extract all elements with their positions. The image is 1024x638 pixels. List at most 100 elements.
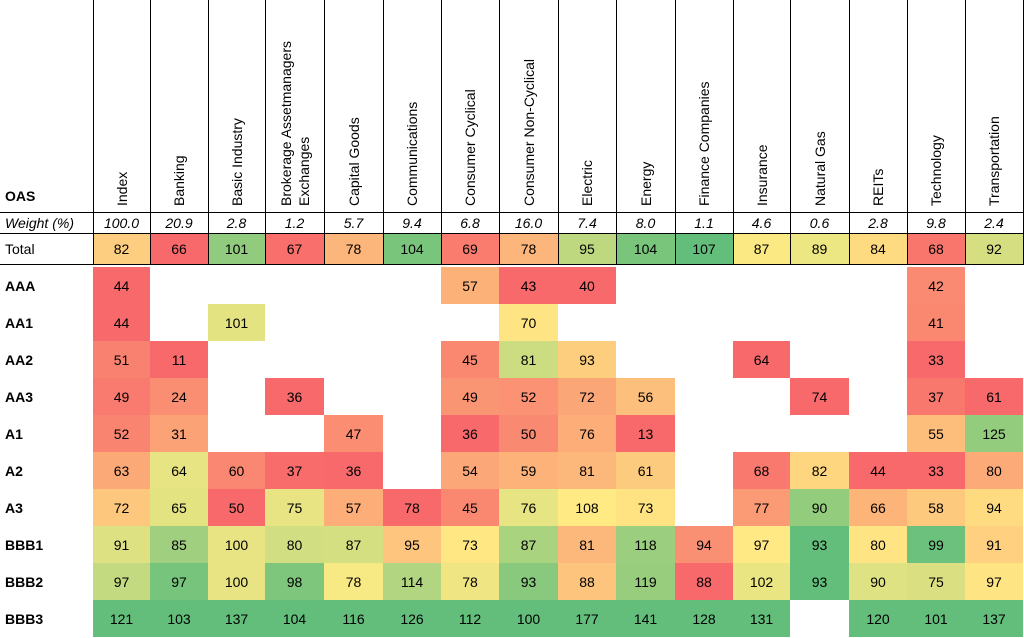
heatmap-cell: 42 xyxy=(907,267,965,304)
heatmap-cell: 80 xyxy=(849,526,907,563)
column-header: Basic Industry xyxy=(208,0,265,212)
heatmap-cell: 97 xyxy=(93,563,150,600)
heatmap-cell: 108 xyxy=(558,489,616,526)
column-header: Insurance xyxy=(733,0,790,212)
grid-line xyxy=(441,0,442,264)
weight-cell: 20.9 xyxy=(165,214,193,231)
row-label: A2 xyxy=(5,462,23,479)
heatmap-cell: 100 xyxy=(499,600,558,637)
heatmap-cell: 119 xyxy=(616,563,675,600)
heatmap-cell: 128 xyxy=(675,600,733,637)
heatmap-cell: 116 xyxy=(324,600,383,637)
heatmap-cell: 90 xyxy=(790,489,849,526)
heatmap-cell: 73 xyxy=(616,489,675,526)
weight-cell: 9.8 xyxy=(926,214,946,231)
heatmap-cell: 78 xyxy=(324,563,383,600)
grid-line xyxy=(733,0,734,264)
total-cell: 89 xyxy=(790,234,849,264)
heatmap-cell: 50 xyxy=(499,415,558,452)
column-header: Consumer Cyclical xyxy=(441,0,499,212)
heatmap-cell: 43 xyxy=(499,267,558,304)
heatmap-cell: 100 xyxy=(208,563,265,600)
grid-line xyxy=(907,0,908,264)
heatmap-cell: 91 xyxy=(965,526,1023,563)
column-header: Brokerage Assetmanagers Exchanges xyxy=(265,0,324,212)
row-label: AA3 xyxy=(5,388,34,405)
heatmap-cell: 24 xyxy=(150,378,208,415)
heatmap-cell: 44 xyxy=(93,304,150,341)
total-cell: 87 xyxy=(733,234,790,264)
weight-cell: 7.4 xyxy=(577,214,597,231)
weight-cell: 100.0 xyxy=(103,214,140,231)
heatmap-cell: 78 xyxy=(383,489,441,526)
heatmap-cell: 66 xyxy=(849,489,907,526)
row-label: AA1 xyxy=(5,314,34,331)
column-header: Technology xyxy=(907,0,965,212)
grid-line xyxy=(790,0,791,264)
total-cell: 68 xyxy=(907,234,965,264)
row-label: BBB1 xyxy=(5,536,44,553)
heatmap-cell: 100 xyxy=(208,526,265,563)
weight-cell: 2.8 xyxy=(226,214,247,231)
column-header-label: Finance Companies xyxy=(696,81,712,206)
total-cell: 78 xyxy=(324,234,383,264)
total-cell: 69 xyxy=(441,234,499,264)
heatmap-cell: 55 xyxy=(907,415,965,452)
heatmap-cell: 112 xyxy=(441,600,499,637)
heatmap-cell: 75 xyxy=(907,563,965,600)
grid-line xyxy=(965,0,966,264)
heatmap-cell: 73 xyxy=(441,526,499,563)
heatmap-cell: 76 xyxy=(558,415,616,452)
weight-cell: 16.0 xyxy=(514,214,543,231)
column-header: Capital Goods xyxy=(324,0,383,212)
heatmap-cell: 97 xyxy=(733,526,790,563)
total-cell: 101 xyxy=(208,234,265,264)
weight-cell: 4.6 xyxy=(751,214,772,231)
heatmap-cell: 49 xyxy=(93,378,150,415)
heatmap-cell: 75 xyxy=(265,489,324,526)
weight-cell: 8.0 xyxy=(635,214,656,231)
heatmap-cell: 58 xyxy=(907,489,965,526)
column-header: Electric xyxy=(558,0,616,212)
grid-line xyxy=(324,0,325,264)
row-label: AA2 xyxy=(5,351,34,368)
column-header-label: Technology xyxy=(928,135,944,206)
column-header: Index xyxy=(93,0,150,212)
heatmap-cell: 121 xyxy=(93,600,150,637)
total-cell: 104 xyxy=(616,234,675,264)
row-label: AAA xyxy=(5,277,36,294)
heatmap-cell: 50 xyxy=(208,489,265,526)
heatmap-cell: 93 xyxy=(790,563,849,600)
heatmap-cell: 36 xyxy=(265,378,324,415)
corner-label: OAS xyxy=(5,188,36,204)
row-label: A1 xyxy=(5,425,23,442)
heatmap-cell: 44 xyxy=(849,452,907,489)
grid-line xyxy=(499,0,500,264)
heatmap-cell: 65 xyxy=(150,489,208,526)
column-header: REITs xyxy=(849,0,907,212)
heatmap-cell: 47 xyxy=(324,415,383,452)
weight-cell: 6.8 xyxy=(460,214,480,231)
heatmap-cell: 88 xyxy=(558,563,616,600)
heatmap-cell: 45 xyxy=(441,489,499,526)
column-header: Communications xyxy=(383,0,441,212)
heatmap-cell: 137 xyxy=(208,600,265,637)
row-label: BBB3 xyxy=(5,610,44,627)
heatmap-cell: 56 xyxy=(616,378,675,415)
heatmap-cell: 59 xyxy=(499,452,558,489)
heatmap-cell: 37 xyxy=(265,452,324,489)
grid-line xyxy=(558,0,559,264)
total-cell: 107 xyxy=(675,234,733,264)
column-header-label: Natural Gas xyxy=(812,131,828,206)
heatmap-cell: 37 xyxy=(907,378,965,415)
column-header-label: Index xyxy=(114,171,130,206)
total-cell: 66 xyxy=(150,234,208,264)
column-header: Energy xyxy=(616,0,675,212)
heatmap-cell: 87 xyxy=(324,526,383,563)
weight-cell: 2.8 xyxy=(868,214,888,231)
weight-cell: 1.2 xyxy=(284,214,305,231)
heatmap-cell: 93 xyxy=(790,526,849,563)
heatmap-cell: 40 xyxy=(558,267,616,304)
weight-cell: 5.7 xyxy=(343,214,364,231)
